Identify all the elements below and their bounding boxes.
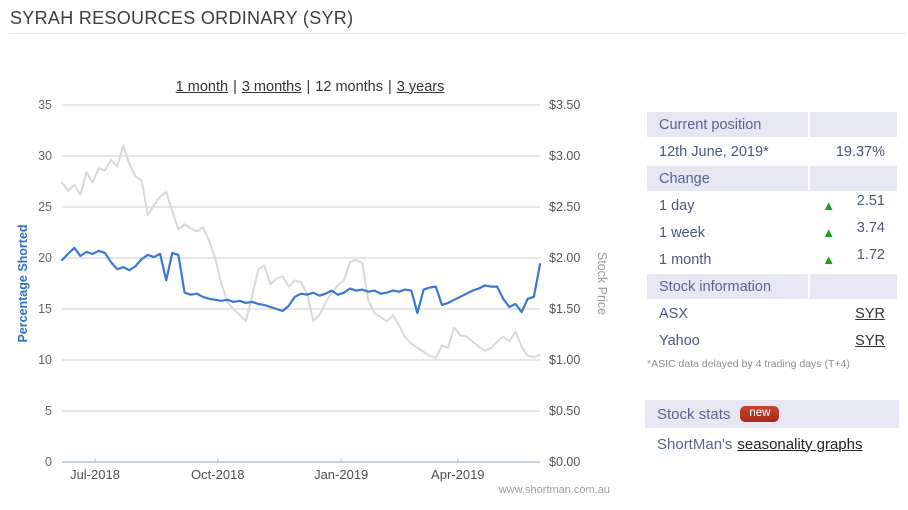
right-axis-tick-label: $3.50 xyxy=(549,98,580,112)
left-axis-tick-label: 20 xyxy=(38,251,52,265)
current-position-header: Current position xyxy=(647,112,809,137)
table-row: 12th June, 2019* 19.37% xyxy=(647,139,897,164)
period-3-months[interactable]: 3 months xyxy=(241,79,302,95)
asx-syr-link[interactable]: SYR xyxy=(855,305,885,322)
site-credit: www.shortman.com.au xyxy=(498,484,610,496)
right-axis-tick-label: $1.00 xyxy=(549,353,580,367)
left-axis-tick-label: 0 xyxy=(45,455,52,469)
period-separator: | xyxy=(306,79,311,95)
header-spacer xyxy=(810,166,897,191)
left-axis-tick-label: 25 xyxy=(38,200,52,214)
period-separator: | xyxy=(388,79,392,95)
change-header: Change xyxy=(647,166,809,191)
right-axis-tick-label: $1.50 xyxy=(549,302,580,316)
table-row: Yahoo SYR xyxy=(647,328,897,353)
change-1-month-value: 1.72 xyxy=(856,247,885,263)
x-axis-tick-label: Jan-2019 xyxy=(314,467,368,482)
title-divider xyxy=(10,33,906,34)
period-3-years[interactable]: 3 years xyxy=(396,79,445,95)
stock-information-header: Stock information xyxy=(647,274,809,299)
stock-stats-title: Stock stats xyxy=(657,405,731,423)
period-selector: 1 month | 3 months | 12 months | 3 years xyxy=(0,79,620,95)
up-triangle-icon: ▲ xyxy=(822,225,836,240)
table-row: 1 week ▲ 3.74 xyxy=(647,220,897,245)
change-1-week-label: 1 week xyxy=(647,220,809,245)
stock-stats-header: Stock stats new xyxy=(645,400,899,428)
asic-footnote: *ASIC data delayed by 4 trading days (T+… xyxy=(647,358,850,370)
short-position-chart: 0 5 10 15 20 25 30 35 $0.00 $0.50 $1.00 $1.50 $2.00 $… xyxy=(16,98,609,482)
asx-cell: SYR xyxy=(810,301,897,326)
period-12-months: 12 months xyxy=(315,79,383,95)
position-value: 19.37% xyxy=(810,139,897,164)
yahoo-syr-link[interactable]: SYR xyxy=(855,332,885,349)
table-header-row: Current position xyxy=(647,112,897,137)
x-axis-tick-label: Jul-2018 xyxy=(70,467,120,482)
change-1-day-value: 2.51 xyxy=(856,193,885,209)
right-axis-tick-label: $2.50 xyxy=(549,200,580,214)
period-1-month[interactable]: 1 month xyxy=(175,79,229,95)
left-axis-tick-label: 35 xyxy=(38,98,52,112)
table-header-row: Change xyxy=(647,166,897,191)
left-axis-tick-label: 15 xyxy=(38,302,52,316)
left-axis-tick-label: 10 xyxy=(38,353,52,367)
left-axis-title: Percentage Shorted xyxy=(16,224,30,342)
right-axis-title: Stock Price xyxy=(595,252,609,315)
left-axis-tick-label: 30 xyxy=(38,149,52,163)
change-1-week-cell: ▲ 3.74 xyxy=(810,220,897,245)
seasonality-graphs-link[interactable]: seasonality graphs xyxy=(737,435,863,453)
change-1-month-cell: ▲ 1.72 xyxy=(810,247,897,272)
period-separator: | xyxy=(233,79,237,95)
change-1-month-label: 1 month xyxy=(647,247,809,272)
right-axis-tick-label: $3.00 xyxy=(549,149,580,163)
stock-summary-table: Current position 12th June, 2019* 19.37%… xyxy=(645,110,899,355)
table-header-row: Stock information xyxy=(647,274,897,299)
up-triangle-icon: ▲ xyxy=(822,198,836,213)
right-axis-tick-label: $0.00 xyxy=(549,455,580,469)
header-spacer xyxy=(810,112,897,137)
table-row: ASX SYR xyxy=(647,301,897,326)
yahoo-cell: SYR xyxy=(810,328,897,353)
position-date: 12th June, 2019* xyxy=(647,139,809,164)
table-row: 1 day ▲ 2.51 xyxy=(647,193,897,218)
yahoo-label: Yahoo xyxy=(647,328,809,353)
x-axis-tick-label: Oct-2018 xyxy=(191,467,244,482)
right-axis-tick-label: $2.00 xyxy=(549,251,580,265)
page-title: SYRAH RESOURCES ORDINARY (SYR) xyxy=(10,8,354,28)
change-1-week-value: 3.74 xyxy=(856,220,885,236)
change-1-day-label: 1 day xyxy=(647,193,809,218)
new-badge: new xyxy=(740,406,780,422)
stock-stats-box: Stock stats new ShortMan's seasonality g… xyxy=(645,400,899,458)
change-1-day-cell: ▲ 2.51 xyxy=(810,193,897,218)
seasonality-row: ShortMan's seasonality graphs xyxy=(645,430,899,458)
shortmans-label: ShortMan's xyxy=(657,435,733,453)
asx-label: ASX xyxy=(647,301,809,326)
left-axis-tick-label: 5 xyxy=(45,404,52,418)
right-axis-tick-label: $0.50 xyxy=(549,404,580,418)
x-axis-tick-label: Apr-2019 xyxy=(431,467,484,482)
table-row: 1 month ▲ 1.72 xyxy=(647,247,897,272)
shorted-percentage-line xyxy=(60,246,542,315)
stock-summary-panel: Current position 12th June, 2019* 19.37%… xyxy=(645,110,899,370)
header-spacer xyxy=(810,274,897,299)
stock-price-line xyxy=(61,144,541,359)
up-triangle-icon: ▲ xyxy=(822,252,836,267)
